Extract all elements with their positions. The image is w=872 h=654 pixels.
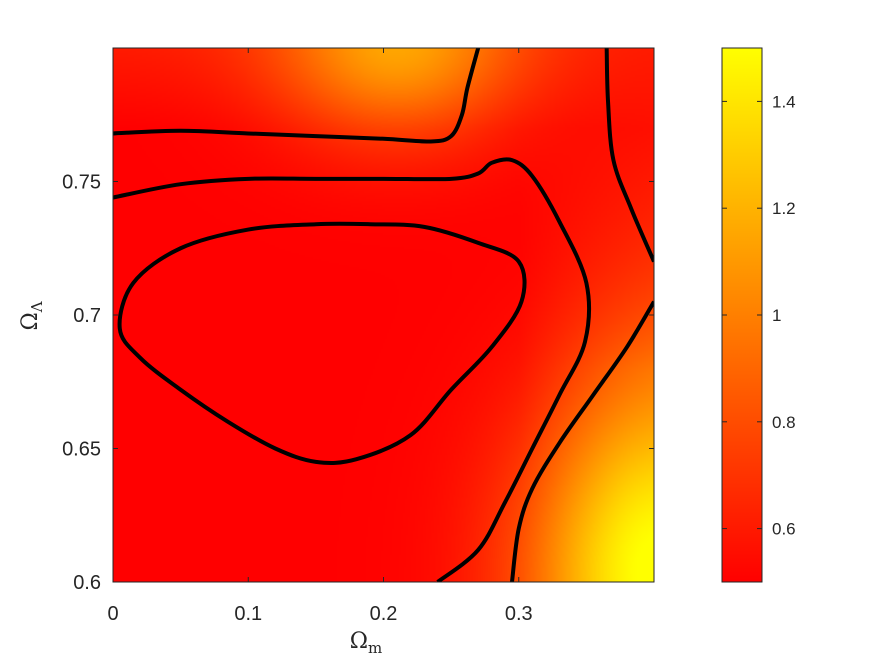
colorbar-tick-label: 1 [772, 306, 781, 325]
contour-right [604, 48, 654, 263]
y-tick-label: 0.65 [62, 439, 101, 461]
y-tick-label: 0.75 [62, 172, 101, 194]
colorbar [721, 47, 763, 583]
y-tick-label: 0.7 [73, 305, 101, 327]
x-tick-label: 0.1 [234, 603, 262, 625]
contour-upper-left [113, 48, 481, 144]
colorbar-ticks: 0.6 0.8 1 1.2 1.4 [722, 92, 796, 539]
heatmap-field [113, 48, 654, 582]
colorbar-tick-label: 1.2 [772, 199, 796, 218]
x-axis-title: Ωm [350, 629, 382, 654]
x-tick-label: 0.2 [370, 603, 398, 625]
x-tick-label: 0 [107, 603, 118, 625]
contour-lower-right [510, 300, 654, 582]
contour-lines [113, 48, 654, 582]
colorbar-tick-label: 1.4 [772, 92, 796, 111]
axis-ticks: 0 0.1 0.2 0.3 0.6 0.65 0.7 0.75 [62, 48, 654, 625]
contour-middle [113, 157, 592, 582]
y-tick-label: 0.6 [73, 572, 101, 594]
x-tick-label: 0.3 [505, 603, 533, 625]
contour-inner [117, 221, 527, 465]
y-axis-title: ΩΛ [18, 301, 46, 330]
colorbar-tick-label: 0.8 [772, 413, 796, 432]
colorbar-tick-label: 0.6 [772, 520, 796, 539]
